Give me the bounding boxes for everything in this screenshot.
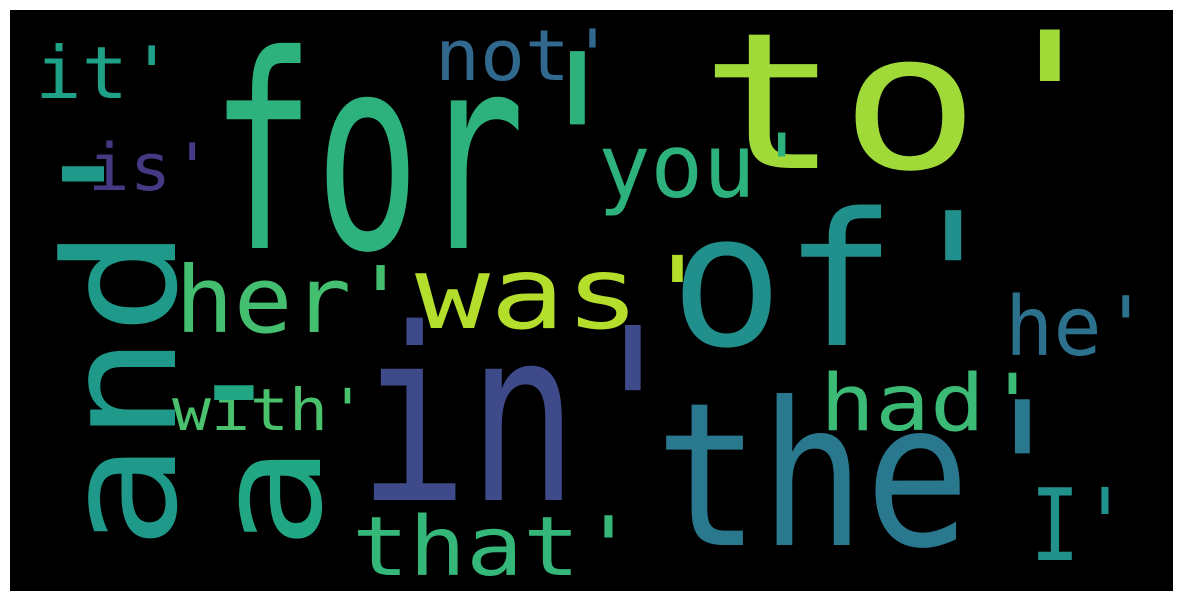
word-for: for'	[210, 10, 630, 312]
word-that: that'	[352, 500, 637, 591]
word-is: is'	[88, 131, 213, 206]
word-he: he'	[1005, 280, 1150, 375]
word-you: you'	[598, 115, 808, 218]
word-it: it'	[35, 31, 175, 115]
word-not: not'	[435, 15, 615, 97]
word-with: with'	[172, 376, 367, 444]
word-the: the'	[655, 360, 1075, 591]
word-in: in'	[358, 277, 688, 557]
word-i: I'	[1030, 467, 1130, 584]
word-to: to'	[700, 10, 1120, 213]
word-had: had'	[820, 359, 1040, 449]
word-her: her'	[175, 247, 410, 354]
word-and: and'	[31, 120, 212, 550]
word-cloud-canvas: for' in' to' the' of' was' her' you' tha…	[31, 10, 1150, 591]
word-was: was'	[415, 235, 715, 352]
word-cloud: for' in' to' the' of' was' her' you' tha…	[10, 10, 1173, 591]
word-of: of'	[670, 173, 1010, 389]
word-a: a'	[186, 340, 355, 550]
